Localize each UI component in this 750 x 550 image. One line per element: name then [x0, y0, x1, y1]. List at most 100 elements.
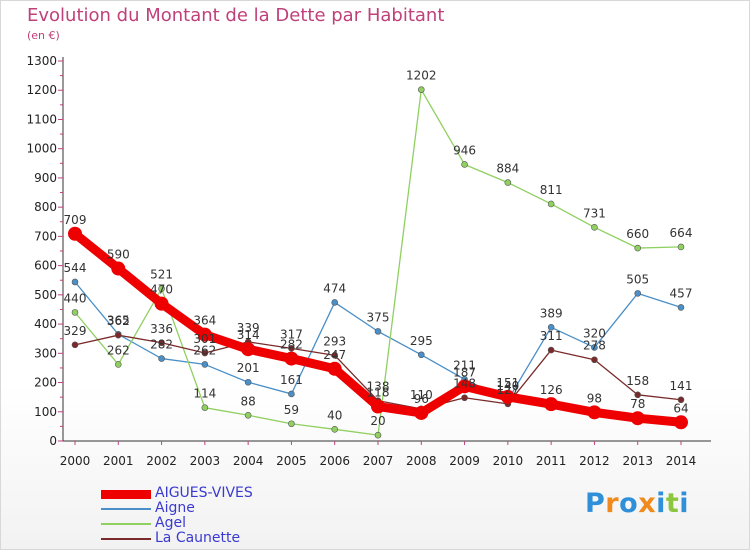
- data-point: [68, 226, 82, 241]
- data-point: [414, 405, 429, 420]
- chart-subtitle: (en €): [27, 29, 60, 42]
- data-point: [634, 391, 642, 399]
- data-label: 78: [630, 397, 645, 411]
- data-point: [241, 342, 256, 357]
- data-label: 590: [107, 248, 130, 262]
- data-point: [547, 346, 555, 354]
- y-tick-label: 1300: [26, 54, 57, 68]
- data-point: [461, 394, 468, 402]
- y-tick-label: 700: [34, 229, 57, 243]
- x-tick-label: 2014: [666, 454, 697, 468]
- data-point: [504, 179, 512, 186]
- data-label: 151: [496, 376, 519, 390]
- data-label: 211: [453, 358, 476, 372]
- data-point: [197, 327, 212, 342]
- data-label: 320: [583, 326, 606, 340]
- x-tick-label: 2005: [276, 454, 307, 468]
- data-point: [630, 411, 645, 426]
- x-tick-label: 2011: [536, 454, 567, 468]
- chart-axes: 0 100 200 300 400 500 600 700 800 900 1000 1100 1200…: [26, 54, 711, 468]
- y-tick-label: 300: [34, 346, 57, 360]
- data-label: 98: [587, 391, 602, 405]
- data-point: [114, 361, 122, 368]
- data-label: 301: [193, 332, 216, 346]
- data-label: 40: [327, 408, 342, 422]
- data-label: 314: [237, 328, 260, 342]
- x-tick-label: 2001: [103, 454, 134, 468]
- data-label: 64: [673, 401, 688, 415]
- data-label: 339: [237, 321, 260, 335]
- logo-letter: o: [619, 488, 639, 519]
- data-label: 138: [367, 380, 390, 394]
- data-point: [634, 290, 642, 297]
- data-label: 278: [583, 339, 606, 353]
- data-point: [71, 309, 79, 316]
- data-point: [244, 411, 252, 419]
- data-label: 884: [496, 162, 519, 176]
- data-point: [158, 339, 165, 347]
- data-label: 317: [280, 327, 303, 341]
- data-label: 126: [540, 383, 563, 397]
- legend-label: Agel: [155, 515, 186, 531]
- legend-label: AIGUES-VIVES: [155, 485, 253, 501]
- data-point: [547, 323, 555, 331]
- data-label: 440: [64, 291, 87, 305]
- data-point: [591, 224, 598, 231]
- x-tick-label: 2000: [60, 454, 91, 468]
- data-point: [634, 244, 642, 252]
- logo-letter: r: [605, 488, 620, 519]
- data-point: [461, 161, 468, 168]
- data-point: [374, 431, 382, 439]
- data-label: 282: [150, 338, 173, 352]
- y-tick-label: 400: [34, 317, 57, 331]
- x-tick-label: 2009: [449, 454, 480, 468]
- x-tick-label: 2013: [622, 454, 653, 468]
- data-label: 946: [453, 143, 476, 157]
- data-point: [114, 331, 122, 339]
- chart-data-labels: 709 590 470 364 314 282 247 118 96 187 151 126 98 78 6…: [64, 69, 693, 429]
- x-tick-label: 2007: [363, 454, 394, 468]
- chart-title: Evolution du Montant de la Dette par Hab…: [27, 5, 445, 26]
- data-label: 262: [107, 343, 130, 357]
- data-label: 96: [414, 392, 429, 406]
- data-label: 140: [496, 379, 519, 393]
- y-tick-label: 900: [34, 171, 57, 185]
- data-point: [547, 200, 555, 208]
- legend-swatch: [101, 489, 151, 499]
- x-tick-label: 2002: [146, 454, 177, 468]
- data-point: [154, 296, 169, 311]
- legend-label: La Caunette: [155, 530, 241, 546]
- data-point: [331, 352, 339, 359]
- data-point: [158, 285, 165, 293]
- data-label: 375: [367, 310, 390, 324]
- data-label: 295: [410, 334, 433, 348]
- logo-letter: x: [638, 488, 657, 519]
- data-label: 505: [626, 272, 649, 286]
- data-label: 161: [280, 373, 303, 387]
- data-label: 389: [540, 306, 563, 320]
- data-label: 114: [193, 387, 216, 401]
- data-label: 311: [540, 329, 563, 343]
- legend-swatch: [101, 508, 151, 510]
- chart-series-points: [68, 86, 688, 439]
- y-tick-label: 800: [34, 200, 57, 214]
- data-point: [677, 243, 685, 251]
- data-point: [327, 361, 342, 376]
- data-label: 457: [670, 286, 693, 300]
- data-point: [288, 390, 295, 398]
- data-point: [331, 299, 339, 306]
- data-point: [371, 399, 385, 414]
- data-label: 660: [626, 227, 649, 241]
- y-tick-label: 100: [34, 405, 57, 419]
- x-tick-label: 2004: [233, 454, 264, 468]
- data-label: 262: [193, 343, 216, 357]
- y-tick-label: 1200: [26, 83, 57, 97]
- x-tick-label: 2003: [190, 454, 221, 468]
- data-label: 811: [540, 183, 563, 197]
- data-point: [417, 351, 425, 359]
- data-label: 127: [496, 383, 519, 397]
- y-tick-label: 1100: [26, 112, 57, 126]
- data-label: 329: [64, 324, 87, 338]
- data-point: [677, 396, 685, 404]
